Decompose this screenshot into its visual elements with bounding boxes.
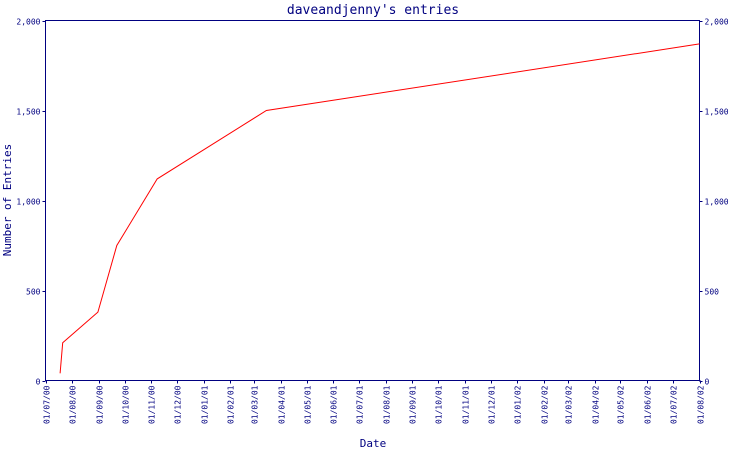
y-tick-label: 2,000 bbox=[705, 18, 729, 27]
x-tick-label: 01/11/00 bbox=[148, 385, 157, 424]
y-tick-label: 500 bbox=[26, 288, 41, 297]
x-tick-label: 01/09/01 bbox=[409, 385, 418, 424]
x-tick-label: 01/03/01 bbox=[251, 385, 260, 424]
x-tick-label: 01/04/01 bbox=[278, 385, 287, 424]
y-tick-label: 1,000 bbox=[16, 198, 40, 207]
x-tick-label: 01/01/02 bbox=[514, 385, 523, 424]
x-tick-label: 01/12/01 bbox=[488, 385, 497, 424]
x-tick-label: 01/09/00 bbox=[96, 385, 105, 424]
x-tick-label: 01/03/02 bbox=[565, 385, 574, 424]
x-tick-label: 01/08/00 bbox=[69, 385, 78, 424]
y-axis-label: Number of Entries bbox=[1, 144, 14, 257]
x-tick-label: 01/11/01 bbox=[462, 385, 471, 424]
series-layer bbox=[59, 43, 700, 374]
y-tick-label: 1,500 bbox=[16, 108, 40, 117]
x-tick-label: 01/10/00 bbox=[122, 385, 131, 424]
x-tick-label: 01/04/02 bbox=[592, 385, 601, 424]
y-axis-left: 0 500 1,000 1,500 2,000 bbox=[16, 18, 46, 387]
x-tick-label: 01/10/01 bbox=[435, 385, 444, 424]
y-tick-label: 1,000 bbox=[705, 198, 729, 207]
y-tick-label: 2,000 bbox=[16, 18, 40, 27]
x-tick-label: 01/07/02 bbox=[670, 385, 679, 424]
y-tick-label: 500 bbox=[705, 288, 720, 297]
x-tick-label: 01/06/02 bbox=[644, 385, 653, 424]
x-tick-label: 01/06/01 bbox=[330, 385, 339, 424]
x-tick-label: 01/08/01 bbox=[383, 385, 392, 424]
y-tick-label: 1,500 bbox=[705, 108, 729, 117]
x-tick-label: 01/12/00 bbox=[174, 385, 183, 424]
x-tick-label: 01/02/01 bbox=[227, 385, 236, 424]
y-tick-label: 0 bbox=[36, 378, 41, 387]
chart-title: daveandjenny's entries bbox=[287, 3, 459, 18]
x-tick-label: 01/07/00 bbox=[43, 385, 52, 424]
x-tick-label: 01/05/02 bbox=[617, 385, 626, 424]
x-tick-label: 01/07/01 bbox=[356, 385, 365, 424]
x-tick-label: 01/02/02 bbox=[541, 385, 550, 424]
x-tick-label: 01/01/01 bbox=[201, 385, 210, 424]
x-tick-label: 01/05/01 bbox=[304, 385, 313, 424]
y-tick-label: 0 bbox=[705, 378, 710, 387]
entries-series-line bbox=[59, 43, 700, 374]
x-axis: 01/07/00 01/08/00 01/09/00 01/10/00 01/11/00… bbox=[43, 380, 706, 424]
plot-area-frame bbox=[45, 20, 700, 381]
y-axis-right: 0 500 1,000 1,500 2,000 bbox=[699, 18, 729, 387]
x-tick-label: 01/08/02 bbox=[697, 385, 706, 424]
x-axis-label: Date bbox=[360, 437, 387, 450]
